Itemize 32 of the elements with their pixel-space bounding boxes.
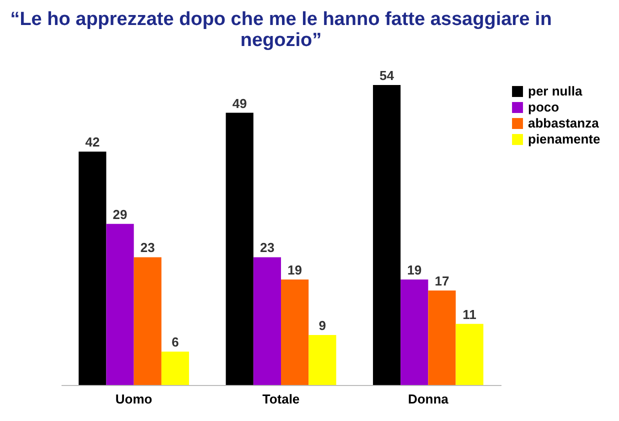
data-label: 29 [112, 206, 128, 222]
data-label: 42 [85, 134, 100, 150]
legend-label: abbastanza [528, 116, 600, 130]
bar [161, 352, 190, 385]
data-label: 11 [462, 306, 476, 322]
data-label: 49 [232, 96, 247, 111]
bar [78, 152, 106, 385]
chart-title: “Le ho apprezzate dopo che me le hanno fatte assaggiare in negozio” [10, 9, 552, 51]
data-label: 23 [140, 240, 155, 256]
x-tick-label: Donna [408, 392, 450, 406]
data-label: 19 [288, 262, 302, 278]
bar [253, 257, 281, 385]
bar [134, 257, 162, 385]
data-label: 9 [318, 318, 326, 333]
legend-label: per nulla [528, 84, 583, 98]
data-label: 23 [260, 240, 274, 256]
data-label: 17 [434, 274, 450, 289]
data-label: 54 [380, 68, 395, 83]
legend-label: pienamente [528, 132, 600, 146]
bar [281, 279, 309, 385]
x-tick-label: Uomo [115, 392, 152, 406]
data-label: 19 [407, 262, 422, 278]
bar [372, 85, 401, 385]
bar [428, 290, 456, 385]
bar [226, 112, 254, 385]
legend-label: poco [528, 100, 560, 114]
bar [308, 335, 336, 385]
x-tick-label: Totale [262, 392, 300, 406]
bar [456, 324, 484, 385]
bar [400, 279, 428, 385]
data-label: 6 [172, 334, 179, 350]
bar [106, 224, 134, 385]
